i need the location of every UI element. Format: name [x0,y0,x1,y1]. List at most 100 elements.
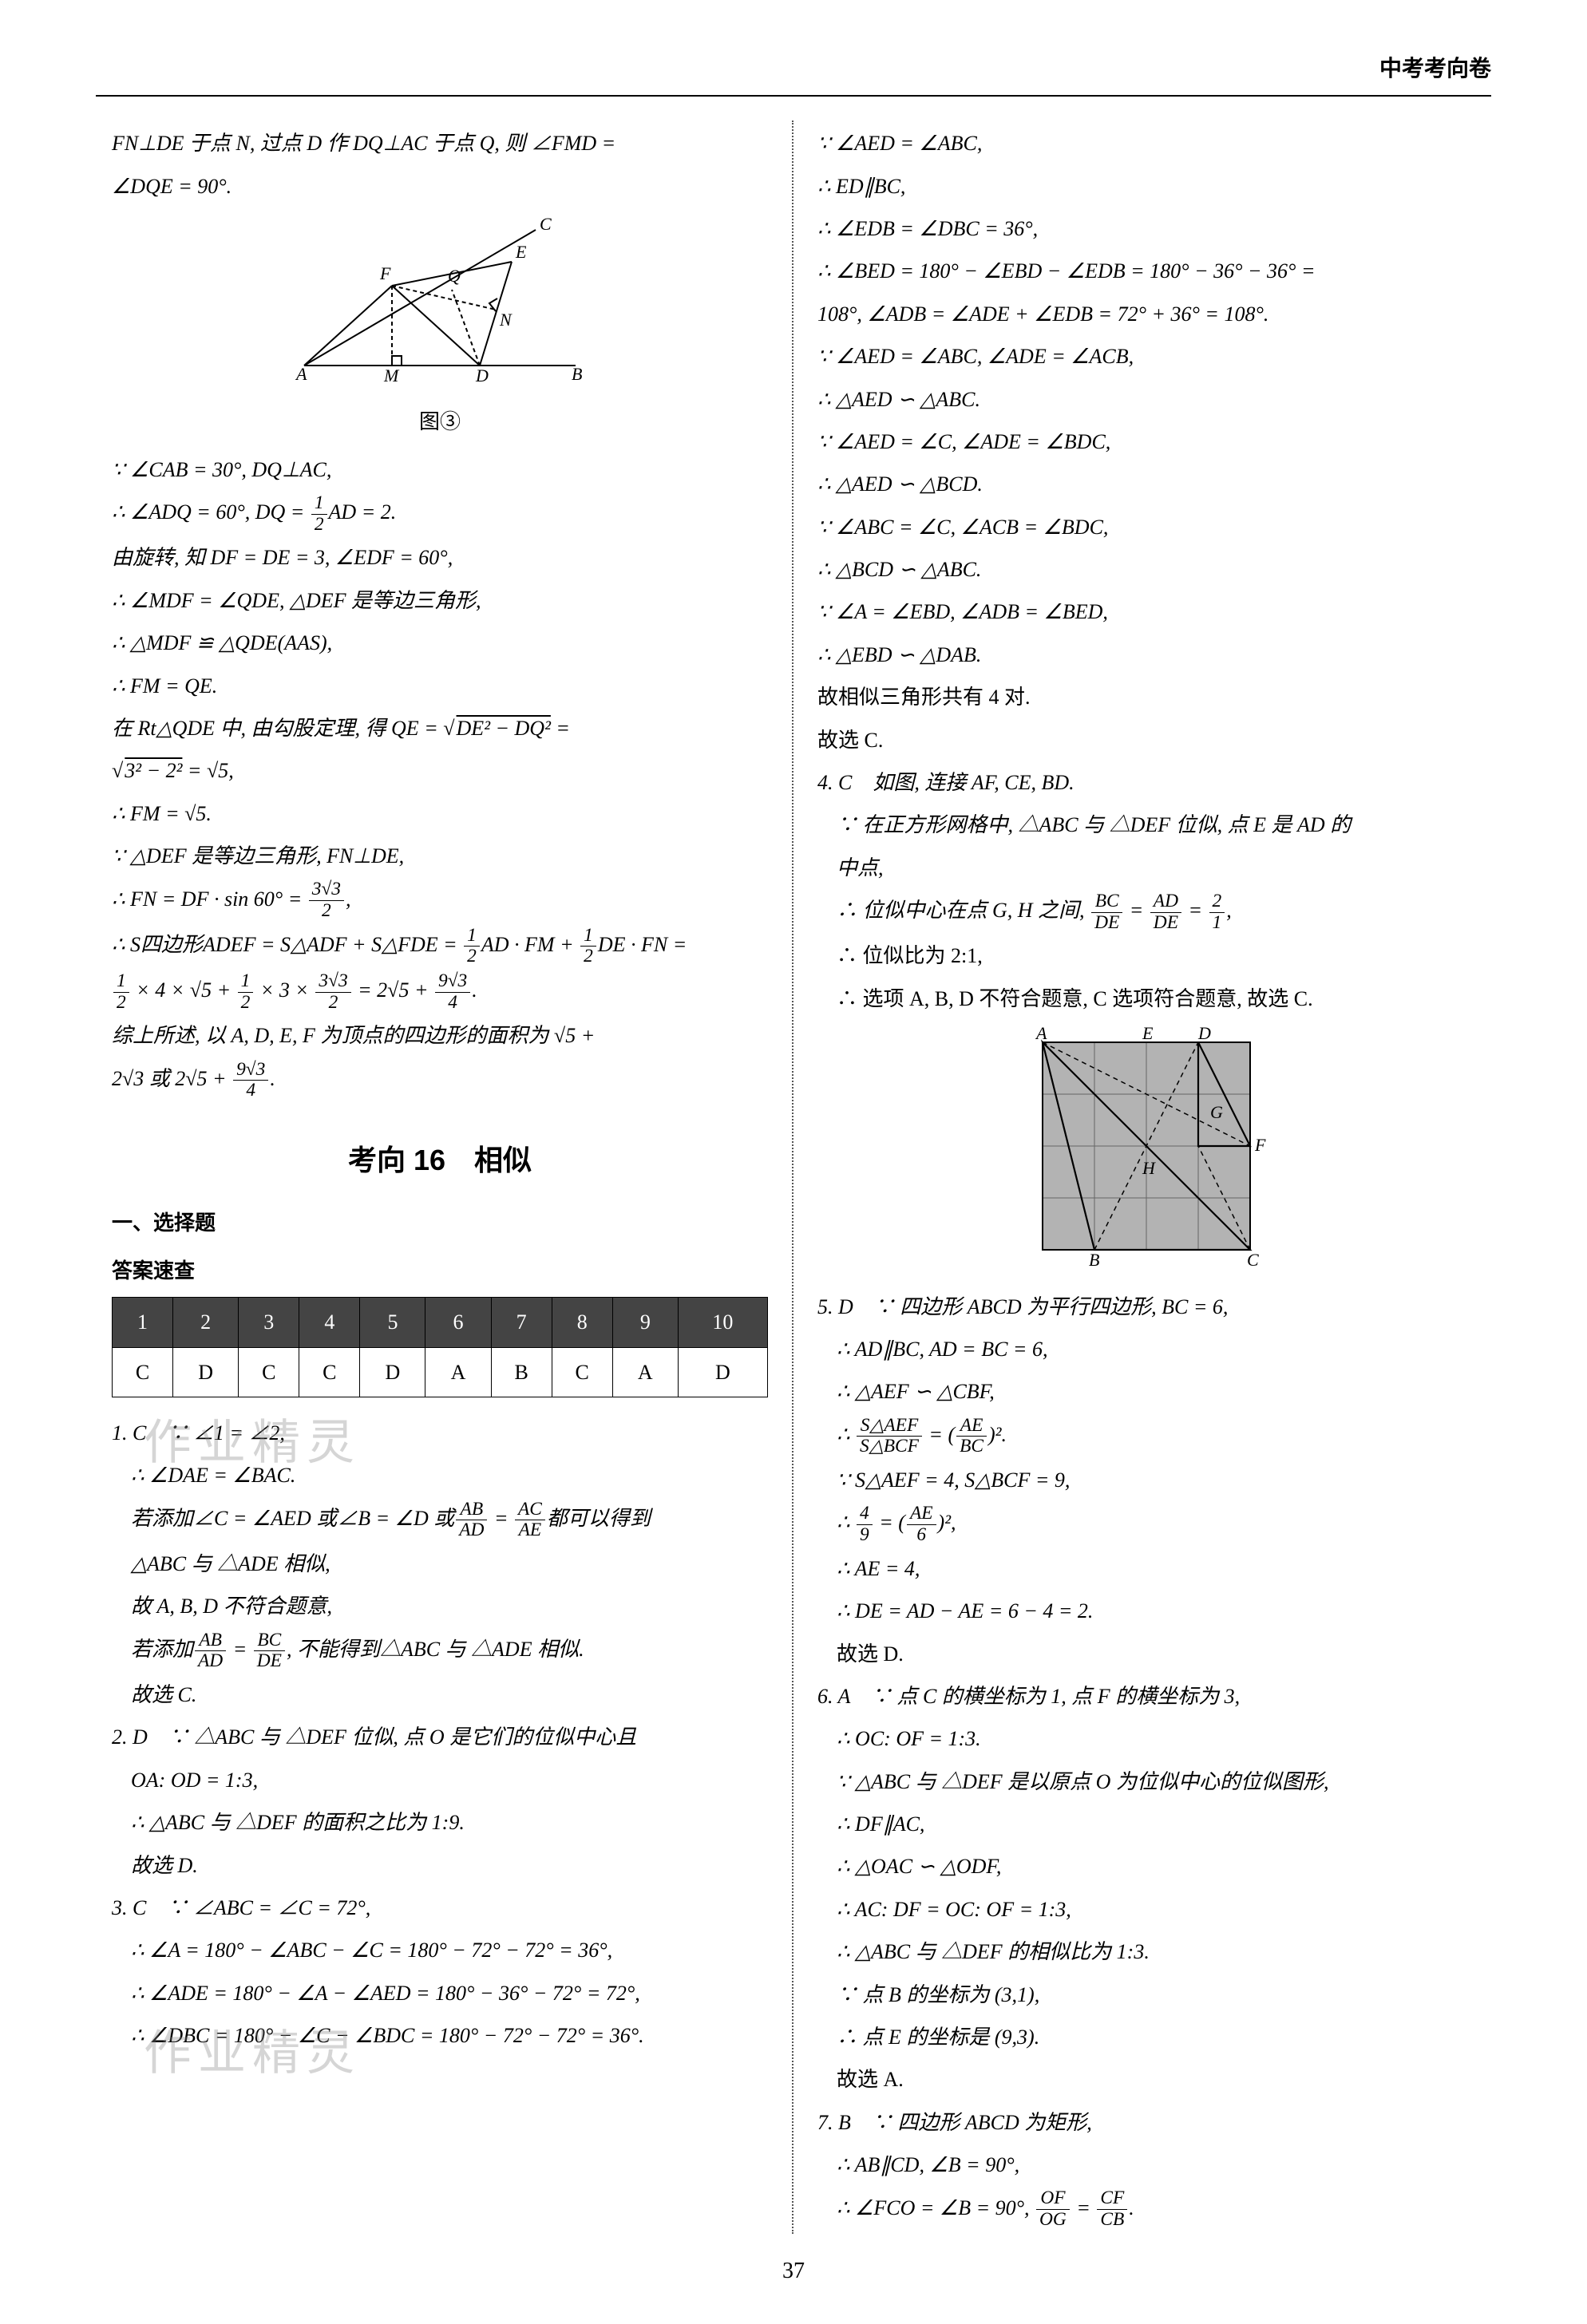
text: ∴ ∠DAE = ∠BAC. [112,1456,768,1495]
text: ∵ 点 B 的坐标为 (3,1), [817,1975,1475,2014]
table-cell: C [239,1347,299,1397]
svg-text:C: C [1247,1250,1259,1266]
text: ∵ ∠AED = ∠ABC, [817,124,1475,163]
text: 在 Rt△QDE 中, 由勾股定理, 得 QE = √DE² − DQ² = [112,709,768,748]
text: ∴ ∠DBC = 180° − ∠C − ∠BDC = 180° − 72° −… [112,2016,768,2055]
text: ∴ DE = AD − AE = 6 − 4 = 2. [817,1591,1475,1630]
text: ∴ △OAC ∽ △ODF, [817,1847,1475,1886]
page-number: 37 [96,2250,1491,2292]
table-header: 7 [491,1298,552,1347]
svg-text:E: E [1142,1026,1154,1043]
text: FN⊥DE 于点 N, 过点 D 作 DQ⊥AC 于点 Q, 则 ∠FMD = [112,124,768,163]
text: ∵ 在正方形网格中, △ABC 与 △DEF 位似, 点 E 是 AD 的 [817,805,1475,844]
text: ∴ S△AEFS△BCF = (AEBC)². [817,1415,1475,1457]
table-cell: C [113,1347,173,1397]
svg-text:F: F [1254,1135,1266,1155]
table-header: 5 [360,1298,425,1347]
text: ∴ DF∥AC, [817,1804,1475,1844]
page-header: 中考考向卷 [1379,48,1491,90]
table-header: 9 [612,1298,678,1347]
text: 6. A ∵ 点 C 的横坐标为 1, 点 F 的横坐标为 3, [817,1677,1475,1716]
text: ∴ 选项 A, B, D 不符合题意, C 选项符合题意, 故选 C. [817,979,1475,1018]
text: 4. C 如图, 连接 AF, CE, BD. [817,763,1475,802]
text: ∵ ∠AED = ∠C, ∠ADE = ∠BDC, [817,422,1475,461]
svg-text:B: B [1089,1250,1099,1266]
table-header: 10 [678,1298,767,1347]
text: 故选 C. [817,721,1475,760]
text: 故选 C. [112,1675,768,1714]
text: ∴ △ABC 与 △DEF 的面积之比为 1:9. [112,1803,768,1842]
svg-text:N: N [499,310,513,330]
text: ∴ AE = 4, [817,1549,1475,1588]
table-cell: B [491,1347,552,1397]
figure-3: A B C D E F M N Q 图③ [112,214,768,442]
text: ∴ 点 E 的坐标是 (9,3). [817,2018,1475,2057]
table-cell: C [552,1347,612,1397]
text: ∴ ∠ADE = 180° − ∠A − ∠AED = 180° − 36° −… [112,1974,768,2013]
subheading: 一、选择题 [112,1204,768,1243]
table-header: 6 [425,1298,491,1347]
text: ∵ ∠CAB = 30°, DQ⊥AC, [112,450,768,489]
text: ∴ ∠MDF = ∠QDE, △DEF 是等边三角形, [112,581,768,620]
text: 7. B ∵ 四边形 ABCD 为矩形, [817,2103,1475,2142]
left-column: FN⊥DE 于点 N, 过点 D 作 DQ⊥AC 于点 Q, 则 ∠FMD = … [96,121,794,2234]
text: ∵ △ABC 与 △DEF 是以原点 O 为位似中心的位似图形, [817,1762,1475,1801]
svg-text:H: H [1142,1158,1156,1178]
svg-text:D: D [475,366,489,385]
text: 2√3 或 2√5 + 9√34. [112,1059,768,1101]
text: △ABC 与 △ADE 相似, [112,1544,768,1583]
text: ∠DQE = 90°. [112,167,768,206]
figure-grid: AED F BC HG [817,1026,1475,1279]
table-cell: D [360,1347,425,1397]
text: ∵ ∠ABC = ∠C, ∠ACB = ∠BDC, [817,508,1475,547]
svg-text:B: B [572,364,582,384]
text: 2. D ∵ △ABC 与 △DEF 位似, 点 O 是它们的位似中心且 [112,1717,768,1757]
text: 3. C ∵ ∠ABC = ∠C = 72°, [112,1888,768,1927]
table-cell: A [425,1347,491,1397]
text: ∴ ∠FCO = ∠B = 90°, OFOG = CFCB. [817,2188,1475,2231]
table-header: 4 [299,1298,360,1347]
text: ∴ △AED ∽ △ABC. [817,380,1475,419]
svg-text:F: F [379,263,391,283]
text: 中点, [817,848,1475,887]
text: ∴ △AEF ∽ △CBF, [817,1372,1475,1411]
svg-text:D: D [1197,1026,1211,1043]
text: 108°, ∠ADB = ∠ADE + ∠EDB = 72° + 36° = 1… [817,294,1475,334]
table-header: 3 [239,1298,299,1347]
text: ∴ ED∥BC, [817,167,1475,206]
text: ∴ △BCD ∽ △ABC. [817,550,1475,589]
text: ∴ OC: OF = 1:3. [817,1719,1475,1758]
text: ∴ ∠A = 180° − ∠ABC − ∠C = 180° − 72° − 7… [112,1931,768,1970]
text: 故相似三角形共有 4 对. [817,678,1475,717]
text: ∴ ∠BED = 180° − ∠EBD − ∠EDB = 180° − 36°… [817,251,1475,290]
text: ∴ ∠ADQ = 60°, DQ = 12AD = 2. [112,492,768,535]
text: ∴ AB∥CD, ∠B = 90°, [817,2145,1475,2184]
text: 12 × 4 × √5 + 12 × 3 × 3√32 = 2√5 + 9√34… [112,970,768,1013]
text: ∵ △DEF 是等边三角形, FN⊥DE, [112,836,768,875]
table-header: 1 [113,1298,173,1347]
text: OA: OD = 1:3, [112,1761,768,1800]
text: 5. D ∵ 四边形 ABCD 为平行四边形, BC = 6, [817,1287,1475,1326]
figure-label: 图③ [112,402,768,441]
table-cell: C [299,1347,360,1397]
section-title: 考向 16 相似 [112,1133,768,1188]
text: ∵ S△AEF = 4, S△BCF = 9, [817,1460,1475,1500]
table-header: 8 [552,1298,612,1347]
text: ∴ FN = DF · sin 60° = 3√32, [112,879,768,922]
text: 故 A, B, D 不符合题意, [112,1587,768,1626]
text: 故选 D. [112,1846,768,1885]
text: 综上所述, 以 A, D, E, F 为顶点的四边形的面积为 √5 + [112,1016,768,1055]
text: ∴ △EBD ∽ △DAB. [817,635,1475,674]
text: 若添加∠C = ∠AED 或∠B = ∠D 或ABAD = ACAE都可以得到 [112,1499,768,1541]
text: ∴ ∠EDB = ∠DBC = 36°, [817,209,1475,248]
svg-text:C: C [540,214,552,234]
text: ∴ △MDF ≌ △QDE(AAS), [112,623,768,662]
text: ∴ 位似比为 2:1, [817,936,1475,975]
text: ∵ ∠A = ∠EBD, ∠ADB = ∠BED, [817,592,1475,631]
text: ∴ 位似中心在点 G, H 之间, BCDE = ADDE = 21, [817,891,1475,933]
svg-text:A: A [1035,1026,1047,1043]
text: ∴ FM = √5. [112,794,768,833]
text: ∴ 49 = (AE6)², [817,1503,1475,1545]
svg-text:M: M [383,366,400,385]
svg-text:A: A [295,364,307,384]
